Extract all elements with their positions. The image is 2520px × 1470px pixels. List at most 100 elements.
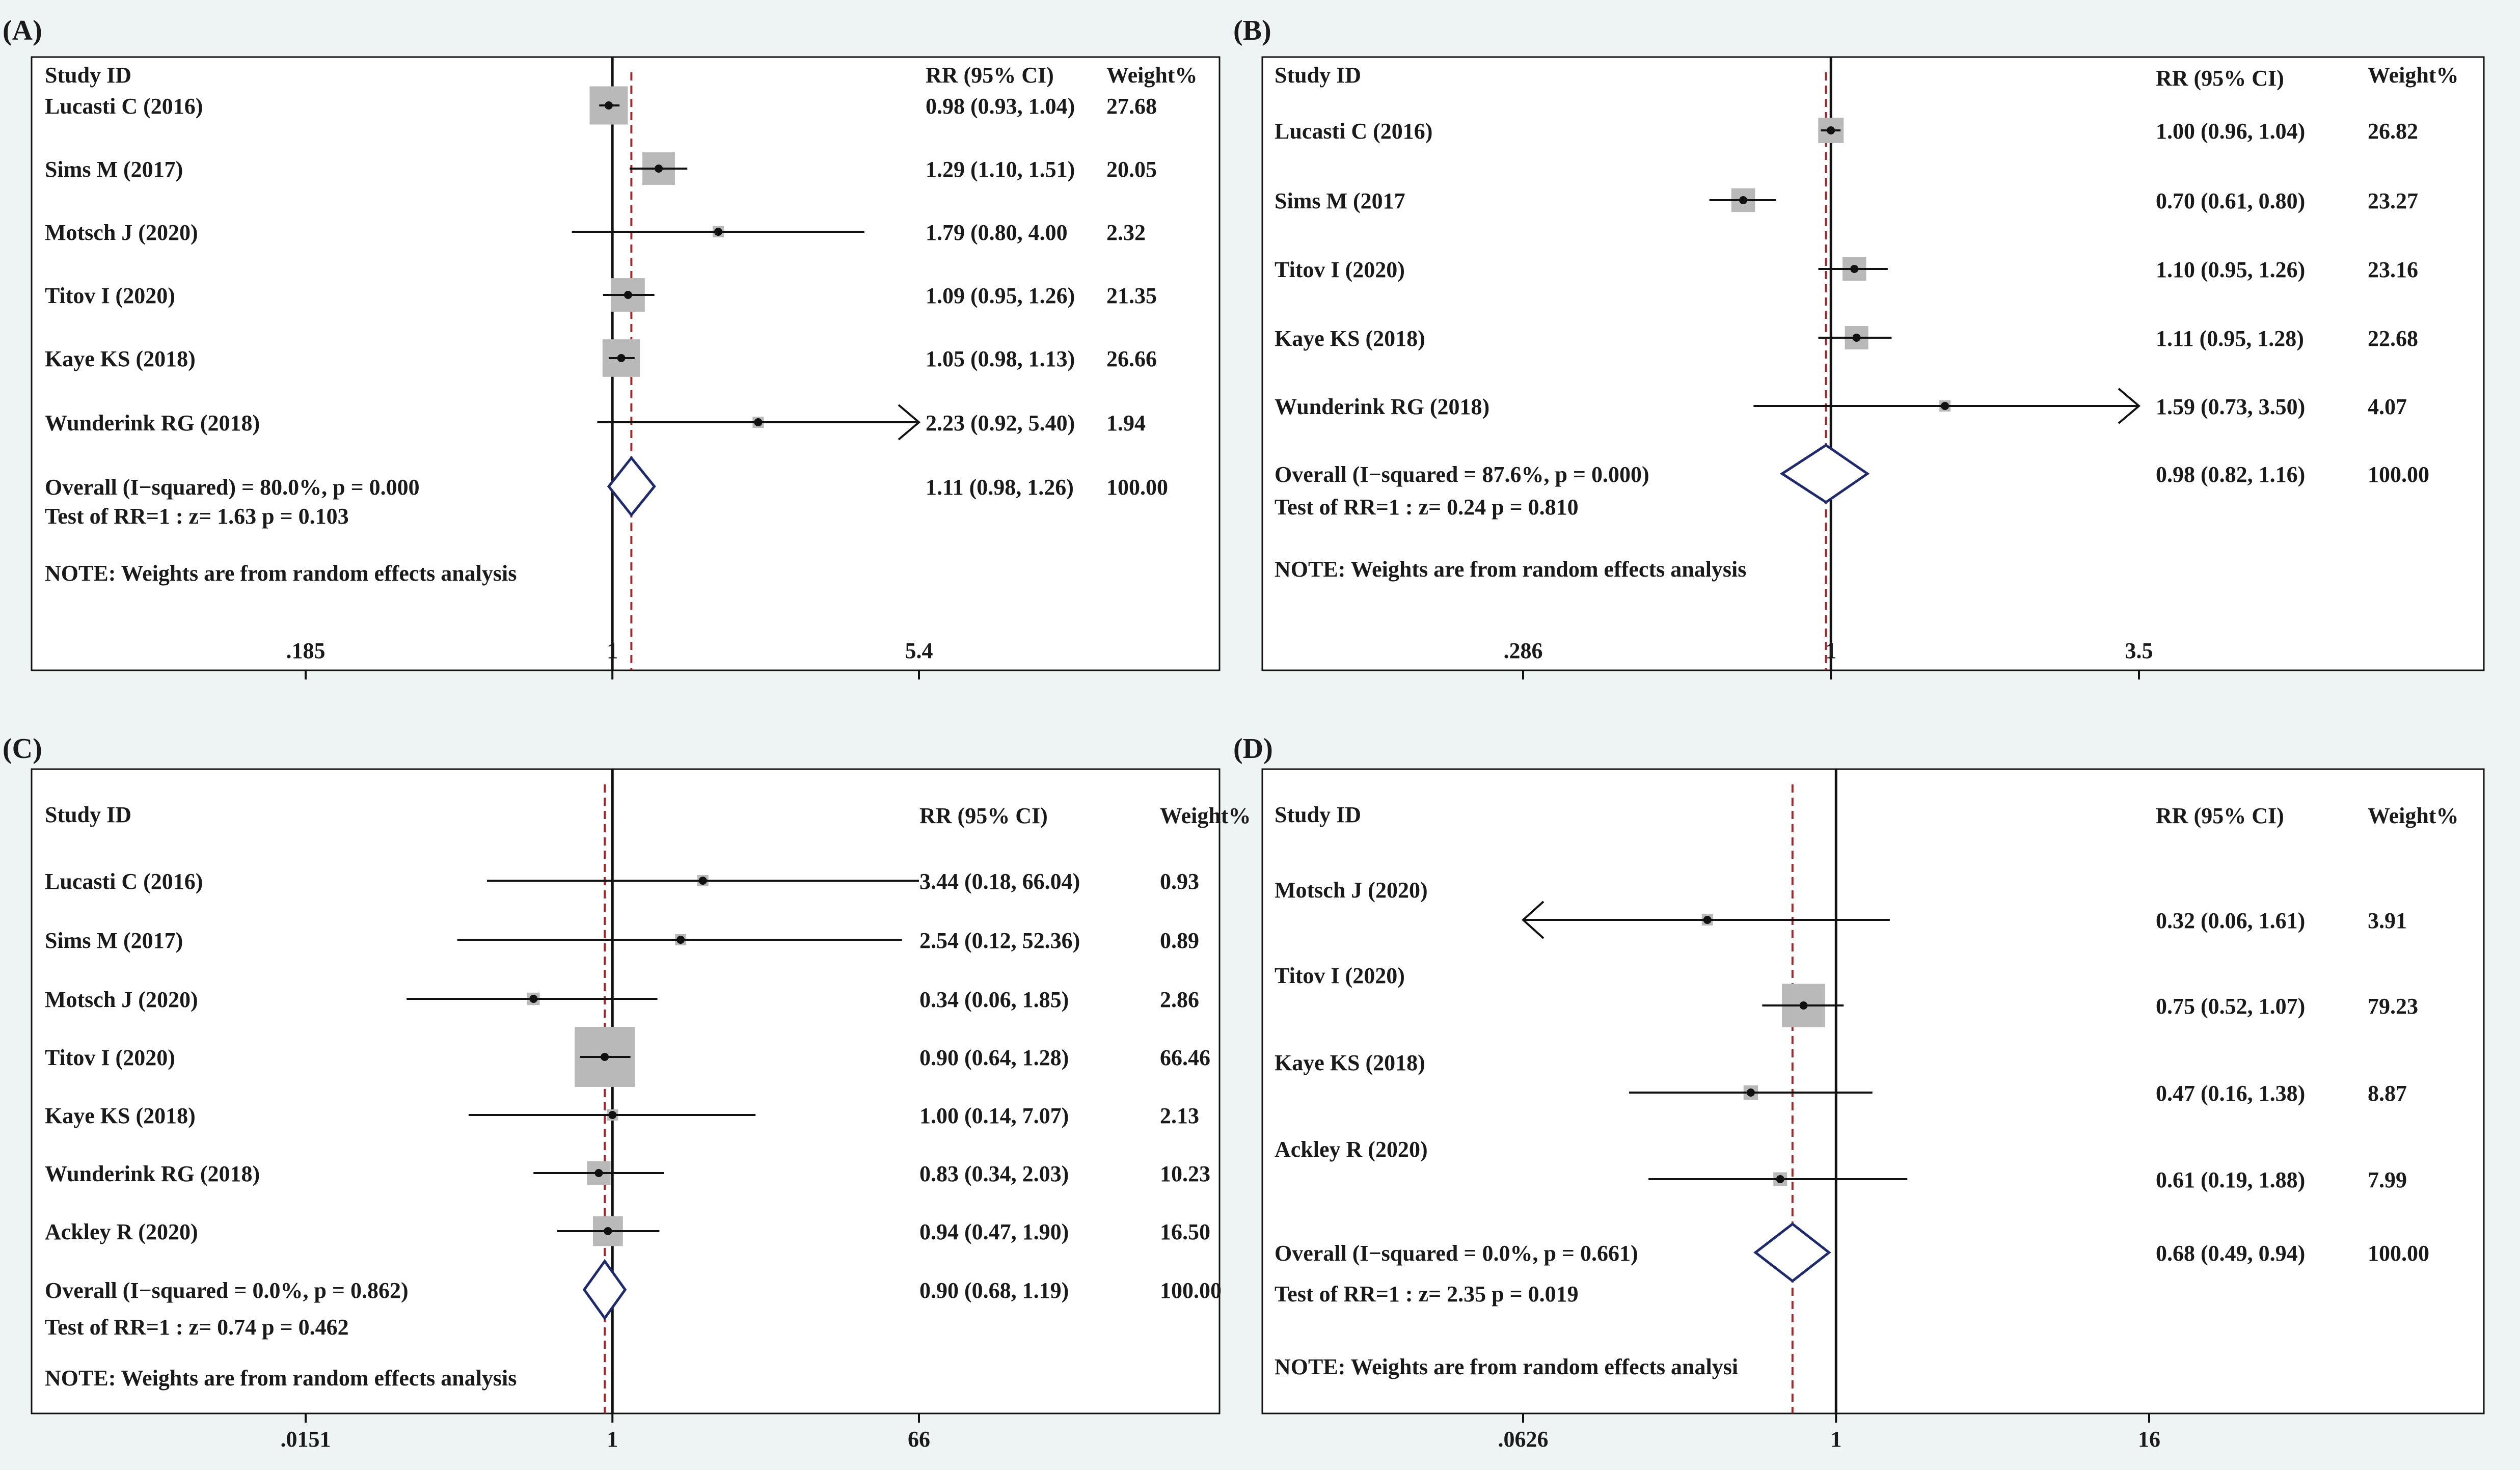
- overall-ci: 0.90 (0.68, 1.19): [919, 1278, 1069, 1303]
- header-weight: Weight%: [1160, 803, 1251, 828]
- study-name: Sims M (2017): [45, 157, 183, 182]
- study-name: Lucasti C (2016): [1275, 119, 1432, 144]
- header-weight: Weight%: [1106, 63, 1197, 88]
- axis-tick-label: .286: [1504, 638, 1543, 663]
- point-estimate: [529, 995, 538, 1003]
- overall-weight: 100.00: [1160, 1278, 1222, 1303]
- panel-frame: [31, 768, 1221, 1414]
- overall-diamond: [582, 1259, 627, 1321]
- study-ci: 0.47 (0.16, 1.38): [2156, 1081, 2305, 1106]
- ci-arrow-right: [2118, 388, 2141, 424]
- study-name: Titov I (2020): [45, 1045, 175, 1070]
- study-ci: 1.05 (0.98, 1.13): [926, 346, 1075, 371]
- overall-weight: 100.00: [1106, 475, 1168, 500]
- study-ci: 0.61 (0.19, 1.88): [2156, 1167, 2305, 1192]
- study-ci: 1.59 (0.73, 3.50): [2156, 394, 2305, 419]
- header-study-id: Study ID: [45, 802, 131, 827]
- study-weight: 2.13: [1160, 1103, 1199, 1128]
- study-ci: 0.70 (0.61, 0.80): [2156, 188, 2305, 213]
- study-ci: 0.94 (0.47, 1.90): [919, 1219, 1069, 1244]
- panel-label: (B): [1233, 15, 1271, 46]
- study-ci: 1.29 (1.10, 1.51): [926, 157, 1075, 182]
- study-weight: 26.82: [2368, 119, 2418, 144]
- point-estimate: [698, 877, 707, 885]
- test-statistic: Test of RR=1 : z= 0.74 p = 0.462: [45, 1315, 349, 1340]
- panel-b: (B)Study ID RR (95% CI) Weight% Lucasti C (…: [1233, 15, 2485, 679]
- weights-note: NOTE: Weights are from random effects an…: [1275, 557, 1746, 582]
- ci-arrow-left: [1522, 901, 1544, 939]
- axis-tick-label: 66: [908, 1427, 930, 1452]
- overall-row: Overall (I−squared = 87.6%, p = 0.000) 0.…: [1275, 443, 2429, 504]
- study-name: Motsch J (2020): [45, 987, 198, 1012]
- panel-d: (D) Study ID RR (95% CI) Weight% Motsch J (2…: [1233, 733, 2485, 1452]
- study-weight: 0.93: [1160, 869, 1199, 894]
- study-name: Lucasti C (2016): [45, 94, 203, 119]
- study-name: Ackley R (2020): [1275, 1137, 1428, 1162]
- study-row: Wunderink RG (2018) 0.83 (0.34, 2.03) 10.2…: [45, 1161, 1210, 1186]
- header-study-id: Study ID: [45, 63, 131, 88]
- study-name: Titov I (2020): [1275, 963, 1405, 988]
- study-row: Sims M (2017) 1.29 (1.10, 1.51) 20.05: [45, 152, 1157, 185]
- point-estimate: [1739, 196, 1748, 204]
- study-weight: 21.35: [1106, 283, 1157, 308]
- study-name: Sims M (2017): [45, 928, 183, 953]
- point-estimate: [1852, 334, 1861, 342]
- panel-c: (C) Study ID RR (95% CI) Weight% Lucasti C (…: [3, 733, 1251, 1452]
- study-row: Motsch J (2020) 0.32 (0.06, 1.61) 3.91: [1275, 878, 2407, 939]
- overall-ci: 0.68 (0.49, 0.94): [2156, 1241, 2305, 1266]
- panel-label: (A): [3, 15, 42, 46]
- study-weight: 10.23: [1160, 1161, 1210, 1186]
- study-name: Titov I (2020): [1275, 257, 1405, 282]
- overall-label: Overall (I−squared = 87.6%, p = 0.000): [1275, 462, 1649, 487]
- study-name: Wunderink RG (2018): [45, 1161, 260, 1186]
- study-name: Wunderink RG (2018): [1275, 394, 1489, 419]
- overall-ci: 0.98 (0.82, 1.16): [2156, 462, 2305, 487]
- study-weight: 1.94: [1106, 411, 1146, 435]
- study-weight: 23.27: [2368, 188, 2418, 213]
- study-weight: 22.68: [2368, 326, 2418, 351]
- study-row: Ackley R (2020) 0.94 (0.47, 1.90) 16.50: [45, 1216, 1210, 1246]
- study-row: Titov I (2020) 1.09 (0.95, 1.26) 21.35: [45, 278, 1157, 312]
- study-weight: 2.86: [1160, 987, 1199, 1012]
- weights-note: NOTE: Weights are from random effects an…: [45, 561, 517, 586]
- axis-tick-label: .185: [286, 638, 326, 663]
- study-name: Kaye KS (2018): [1275, 1050, 1425, 1075]
- overall-label: Overall (I−squared = 0.0%, p = 0.862): [45, 1278, 409, 1303]
- study-ci: 1.11 (0.95, 1.28): [2156, 326, 2304, 351]
- study-ci: 1.00 (0.14, 7.07): [919, 1103, 1069, 1128]
- study-name: Motsch J (2020): [45, 220, 198, 245]
- point-estimate: [594, 1169, 603, 1177]
- header-rr-ci: RR (95% CI): [926, 63, 1054, 88]
- study-ci: 0.83 (0.34, 2.03): [919, 1161, 1069, 1186]
- point-estimate: [1776, 1175, 1784, 1183]
- point-estimate: [655, 165, 663, 173]
- axis-tick-label: 3.5: [2125, 638, 2153, 663]
- study-row: Titov I (2020) 0.75 (0.52, 1.07) 79.23: [1275, 963, 2418, 1027]
- panel-label: (D): [1233, 733, 1273, 765]
- study-weight: 8.87: [2368, 1081, 2407, 1106]
- axis-tick-label: 1: [607, 1427, 618, 1452]
- study-row: Wunderink RG (2018) 1.59 (0.73, 3.50) 4.07: [1275, 388, 2407, 424]
- header-weight: Weight%: [2368, 63, 2458, 88]
- study-ci: 2.23 (0.92, 5.40): [926, 411, 1075, 435]
- overall-label: Overall (I−squared = 0.0%, p = 0.661): [1275, 1241, 1638, 1266]
- study-ci: 0.34 (0.06, 1.85): [919, 987, 1069, 1012]
- study-ci: 2.54 (0.12, 52.36): [919, 928, 1080, 953]
- study-name: Sims M (2017: [1275, 188, 1405, 213]
- study-ci: 0.32 (0.06, 1.61): [2156, 908, 2305, 933]
- study-ci: 0.90 (0.64, 1.28): [919, 1045, 1069, 1070]
- study-ci: 1.09 (0.95, 1.26): [926, 283, 1075, 308]
- point-estimate: [604, 101, 613, 110]
- study-ci: 1.10 (0.95, 1.26): [2156, 257, 2305, 282]
- study-row: Motsch J (2020) 0.34 (0.06, 1.85) 2.86: [45, 987, 1199, 1012]
- overall-weight: 100.00: [2368, 462, 2429, 487]
- study-row: Lucasti C (2016) 0.98 (0.93, 1.04) 27.68: [45, 86, 1157, 125]
- point-estimate: [1746, 1088, 1755, 1097]
- study-row: Sims M (2017) 2.54 (0.12, 52.36) 0.89: [45, 928, 1199, 953]
- header-study-id: Study ID: [1275, 802, 1361, 827]
- study-name: Kaye KS (2018): [45, 1103, 196, 1128]
- overall-diamond: [607, 456, 656, 517]
- study-weight: 0.89: [1160, 928, 1199, 953]
- study-row: Lucasti C (2016) 1.00 (0.96, 1.04) 26.82: [1275, 118, 2418, 144]
